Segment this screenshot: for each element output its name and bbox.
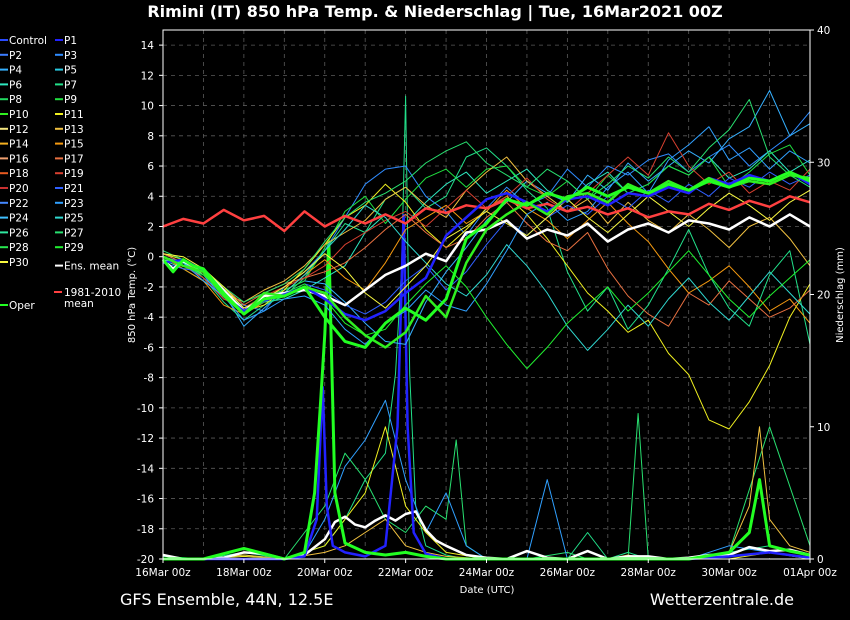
legend-item-label: P8 — [9, 94, 22, 106]
y-tick-label: -10 — [137, 403, 154, 415]
legend-item-label: Oper — [9, 300, 35, 312]
legend-item-label: P24 — [9, 213, 29, 225]
y-tick-label: 4 — [147, 191, 154, 203]
y-tick-label: -8 — [144, 373, 154, 385]
y2-axis-label: Niederschlag (mm) — [835, 247, 846, 343]
legend-item-label: P25 — [64, 213, 84, 225]
legend-item-label: P9 — [64, 94, 77, 106]
y-tick-label: 8 — [147, 131, 154, 143]
legend-item-label: Ens. mean — [64, 261, 119, 273]
legend: Control P1 P2 P3 P4 P5 P6 P7 P8 P9 P10 P11 P12 P13 P14… — [0, 35, 121, 312]
legend-item-label: P23 — [64, 198, 84, 210]
y-tick-label: -14 — [137, 463, 154, 475]
temp-line-p10 — [162, 173, 811, 349]
legend-item-label: P20 — [9, 183, 29, 195]
footer-source: Wetterzentrale.de — [650, 590, 794, 609]
y-tick-label: -16 — [137, 494, 154, 506]
x-tick-label: 30Mar 00z — [701, 567, 757, 579]
x-tick-label: 20Mar 00z — [297, 567, 353, 579]
y-tick-label: -6 — [144, 342, 155, 354]
x-axis-label: Date (UTC) — [460, 585, 515, 596]
y-tick-label: -12 — [137, 433, 154, 445]
legend-item-label: P15 — [64, 139, 84, 151]
legend-item-label: P30 — [9, 257, 29, 269]
temp-line-p13 — [162, 156, 811, 303]
y-tick-label: 10 — [141, 101, 154, 113]
temp-series-group — [161, 90, 811, 430]
legend-item-label: P14 — [9, 139, 29, 151]
legend-item-label: P13 — [64, 124, 84, 136]
legend-item-label: P2 — [9, 50, 22, 62]
temp-line-p7 — [162, 147, 811, 345]
y-tick-label: 12 — [141, 70, 154, 82]
legend-item-label: P22 — [9, 198, 29, 210]
temp-line-p23 — [162, 126, 811, 345]
legend-item-label: P26 — [9, 227, 29, 239]
x-tick-label: 01Apr 00z — [783, 567, 837, 579]
y-tick-label: 2 — [147, 221, 154, 233]
y2-tick-label: 20 — [817, 290, 830, 302]
y-tick-label: 6 — [147, 161, 154, 173]
legend-item-label: P21 — [64, 183, 84, 195]
y-tick-label: -4 — [144, 312, 155, 324]
y-tick-label: 14 — [141, 40, 155, 52]
chart-title: Rimini (IT) 850 hPa Temp. & Niederschlag… — [147, 2, 722, 22]
legend-item-label: P7 — [64, 79, 77, 91]
x-tick-label: 24Mar 00z — [459, 567, 515, 579]
temp-line-1981-2010-mean — [162, 195, 811, 233]
y2-tick-label: 0 — [817, 554, 824, 566]
legend-item-label: P12 — [9, 124, 29, 136]
y-axis: 14 12 10 8 6 4 2 0 -2 -4 -6 -8 -10 -12 -14 -16 -18 -20 — [137, 40, 163, 566]
y2-tick-label: 30 — [817, 157, 830, 169]
legend-item-label: P11 — [64, 109, 84, 121]
y2-axis: 40 30 20 10 0 — [810, 25, 830, 566]
x-tick-label: 16Mar 00z — [135, 567, 191, 579]
y-tick-label: -18 — [137, 524, 154, 536]
legend-item-label: 1981-2010 mean — [64, 287, 121, 310]
legend-item-label: P18 — [9, 168, 29, 180]
legend-item-label: P10 — [9, 109, 29, 121]
precip-line-oper — [163, 240, 811, 561]
legend-item-label: P6 — [9, 79, 22, 91]
y-tick-label: -2 — [144, 282, 154, 294]
x-axis: 16Mar 00z 18Mar 00z 20Mar 00z 22Mar 00z 24Ma… — [135, 559, 837, 579]
legend-item-label: P17 — [64, 153, 84, 165]
y2-tick-label: 10 — [817, 422, 830, 434]
legend-item-label: P27 — [64, 227, 84, 239]
y2-tick-label: 40 — [817, 25, 830, 37]
y-axis-label: 850 hPa Temp. (°C) — [127, 247, 138, 343]
temp-line-oper — [161, 170, 811, 349]
x-tick-label: 26Mar 00z — [540, 567, 596, 579]
legend-item-label: P28 — [9, 242, 29, 254]
x-tick-label: 28Mar 00z — [621, 567, 677, 579]
x-tick-label: 18Mar 00z — [216, 567, 272, 579]
x-tick-label: 22Mar 00z — [378, 567, 434, 579]
legend-item-label: P1 — [64, 35, 77, 47]
legend-item-label: P3 — [64, 50, 77, 62]
legend-item-label: P19 — [64, 168, 84, 180]
legend-item-label: P5 — [64, 65, 77, 77]
temp-line-p27 — [162, 99, 811, 303]
footer-model-info: GFS Ensemble, 44N, 12.5E — [120, 590, 333, 609]
y-tick-label: 0 — [147, 252, 154, 264]
legend-item-label: P29 — [64, 242, 84, 254]
legend-item-label: P16 — [9, 153, 29, 165]
temp-line-ens-mean — [162, 213, 811, 313]
legend-item-label: P4 — [9, 65, 22, 77]
legend-item-label: Control — [9, 35, 47, 47]
y-tick-label: -20 — [137, 554, 154, 566]
